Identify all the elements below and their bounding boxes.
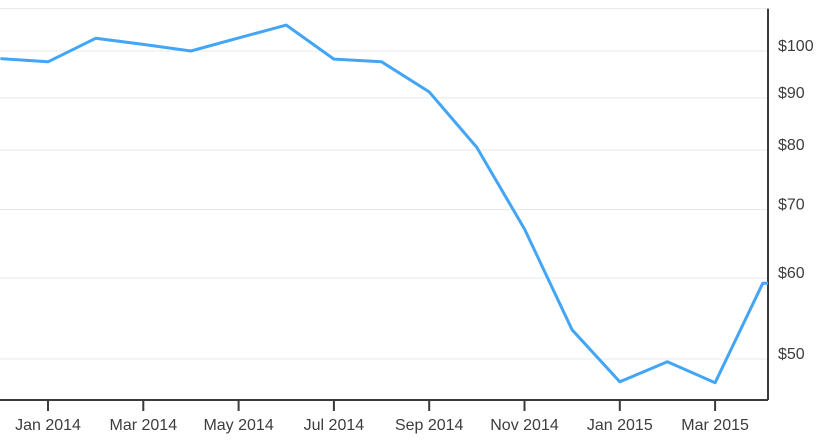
- price-line-series[interactable]: [0, 23, 768, 385]
- y-axis-label: $50: [778, 346, 805, 363]
- y-axis-label: $60: [778, 265, 805, 282]
- x-axis-label: Mar 2015: [681, 417, 749, 434]
- x-axis-label: Sep 2014: [395, 417, 464, 434]
- x-axis-label: May 2014: [203, 417, 273, 434]
- y-axis-label: $70: [778, 196, 805, 213]
- x-axis-label: Nov 2014: [490, 417, 559, 434]
- y-axis-label: $100: [778, 38, 814, 55]
- y-axis-label: $90: [778, 85, 805, 102]
- y-axis-label: $80: [778, 137, 805, 154]
- x-axis-label: Mar 2014: [110, 417, 178, 434]
- x-axis-label: Jan 2014: [15, 417, 81, 434]
- x-axis-label: Jan 2015: [587, 417, 653, 434]
- x-axis-label: Jul 2014: [304, 417, 365, 434]
